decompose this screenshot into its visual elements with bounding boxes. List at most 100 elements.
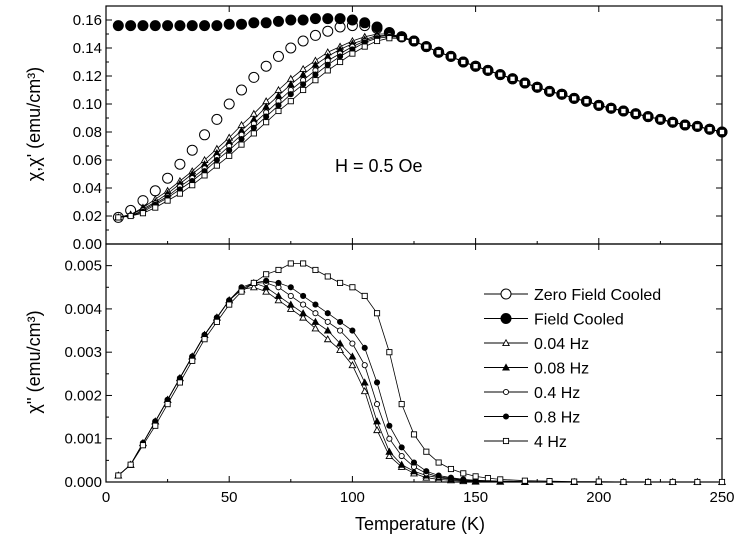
top-point-4-hz bbox=[484, 67, 491, 74]
bottom-point-0-08-hz bbox=[286, 300, 295, 308]
top-point-field-cooled bbox=[260, 17, 272, 29]
top-point-0-8-hz bbox=[238, 135, 245, 143]
top-y-tick-label: 0.06 bbox=[73, 152, 102, 169]
bottom-point-0-4-hz bbox=[349, 340, 356, 347]
top-y-tick-label: 0.16 bbox=[73, 12, 102, 29]
top-point-field-cooled bbox=[211, 20, 223, 32]
top-point-field-cooled bbox=[285, 14, 297, 26]
bottom-point-0-8-hz bbox=[398, 444, 405, 451]
legend-marker bbox=[502, 363, 510, 371]
top-point-4-hz bbox=[460, 58, 467, 66]
bottom-point-0-04-hz bbox=[274, 296, 283, 304]
top-point-4-hz bbox=[164, 197, 171, 204]
bottom-point-0-4-hz bbox=[361, 362, 368, 369]
bottom-point-0-8-hz bbox=[435, 472, 442, 479]
top-point-4-hz bbox=[139, 210, 147, 217]
bottom-point-0-4-hz bbox=[337, 327, 344, 334]
top-point-4-hz bbox=[645, 113, 652, 120]
top-point-zero-field-cooled bbox=[297, 35, 309, 47]
top-point-4-hz bbox=[398, 35, 405, 42]
top-point-4-hz bbox=[275, 107, 282, 115]
bottom-point-0-4-hz bbox=[398, 452, 405, 460]
top-point-zero-field-cooled bbox=[223, 98, 235, 110]
top-y-tick-label: 0.00 bbox=[73, 236, 102, 253]
bottom-point-4-hz bbox=[189, 357, 196, 364]
bottom-point-0-04-hz bbox=[311, 324, 320, 332]
top-point-4-hz bbox=[546, 88, 553, 95]
bottom-point-0-8-hz bbox=[263, 277, 270, 284]
bottom-point-0-04-hz bbox=[385, 451, 394, 460]
top-point-0-8-hz bbox=[226, 147, 233, 154]
top-series-line-4-hz bbox=[118, 37, 723, 218]
top-point-4-hz bbox=[201, 172, 208, 179]
bottom-point-0-8-hz bbox=[386, 422, 393, 429]
top-point-4-hz bbox=[386, 35, 393, 42]
top-point-zero-field-cooled bbox=[248, 71, 260, 83]
bottom-y-tick-label: 0.005 bbox=[64, 258, 102, 275]
top-series-line-0-8-hz bbox=[118, 36, 723, 218]
top-point-0-8-hz bbox=[213, 156, 220, 164]
bottom-point-4-hz bbox=[226, 301, 233, 308]
bottom-point-0-8-hz bbox=[300, 292, 307, 299]
bottom-point-4-hz bbox=[152, 422, 159, 429]
bottom-point-4-hz bbox=[718, 478, 726, 486]
bottom-plot-frame bbox=[105, 243, 723, 483]
bottom-x-tick-label: 0 bbox=[102, 489, 110, 506]
top-point-zero-field-cooled bbox=[260, 60, 272, 72]
top-y-tick-label: 0.04 bbox=[73, 180, 102, 197]
bottom-point-0-04-hz bbox=[373, 425, 382, 434]
legend-marker bbox=[502, 437, 510, 445]
top-point-4-hz bbox=[595, 102, 602, 109]
top-point-4-hz bbox=[226, 152, 233, 159]
top-point-4-hz bbox=[287, 98, 294, 105]
bottom-point-0-8-hz bbox=[361, 344, 368, 351]
top-point-zero-field-cooled bbox=[309, 29, 321, 41]
bottom-point-4-hz bbox=[263, 271, 270, 278]
bottom-point-0-8-hz bbox=[337, 318, 344, 325]
top-point-field-cooled bbox=[137, 20, 149, 32]
top-point-0-08-hz bbox=[286, 80, 295, 88]
top-point-0-8-hz bbox=[312, 71, 319, 78]
bottom-point-0-04-hz bbox=[336, 345, 345, 354]
bottom-point-4-hz bbox=[472, 473, 479, 480]
bottom-point-4-hz bbox=[410, 431, 418, 438]
bottom-point-0-4-hz bbox=[373, 401, 381, 408]
bottom-point-4-hz bbox=[201, 336, 208, 343]
bottom-point-4-hz bbox=[213, 318, 220, 325]
bottom-y-axis-title: χ'' (emu/cm³) bbox=[24, 310, 44, 413]
top-point-4-hz bbox=[472, 63, 479, 70]
top-point-4-hz bbox=[337, 58, 344, 66]
bottom-point-0-8-hz bbox=[447, 474, 455, 481]
top-y-axis-title: χ,χ' (emu/cm³) bbox=[24, 67, 44, 181]
bottom-point-0-08-hz bbox=[397, 460, 406, 468]
bottom-point-0-08-hz bbox=[373, 417, 382, 425]
bottom-point-0-8-hz bbox=[349, 327, 356, 334]
bottom-point-0-08-hz bbox=[262, 283, 271, 291]
legend-marker bbox=[502, 388, 510, 396]
bottom-point-4-hz bbox=[250, 279, 257, 286]
bottom-point-0-04-hz bbox=[360, 387, 369, 395]
bottom-point-0-08-hz bbox=[274, 291, 283, 299]
legend-label: Zero Field Cooled bbox=[534, 287, 661, 304]
bottom-point-0-04-hz bbox=[262, 287, 271, 295]
bottom-y-tick-label: 0.003 bbox=[64, 344, 102, 361]
bottom-point-4-hz bbox=[484, 475, 491, 482]
top-point-4-hz bbox=[349, 50, 356, 57]
x-axis-title: Temperature (K) bbox=[355, 514, 485, 534]
top-point-4-hz bbox=[681, 121, 689, 129]
top-point-0-8-hz bbox=[337, 53, 344, 60]
top-point-zero-field-cooled bbox=[285, 42, 297, 54]
top-point-zero-field-cooled bbox=[211, 113, 223, 125]
top-point-field-cooled bbox=[322, 13, 334, 25]
legend-label: 0.8 Hz bbox=[534, 410, 580, 427]
bottom-series-line-0-08-hz bbox=[118, 282, 722, 483]
bottom-point-4-hz bbox=[337, 279, 344, 286]
top-point-field-cooled bbox=[112, 20, 124, 32]
top-point-field-cooled bbox=[359, 17, 371, 29]
top-point-4-hz bbox=[620, 107, 627, 115]
bottom-point-0-04-hz bbox=[249, 283, 258, 291]
bottom-point-0-04-hz bbox=[286, 304, 295, 312]
bottom-series-line-0-4-hz bbox=[118, 282, 722, 483]
bottom-point-0-08-hz bbox=[311, 317, 320, 325]
legend-label: Field Cooled bbox=[534, 312, 624, 329]
